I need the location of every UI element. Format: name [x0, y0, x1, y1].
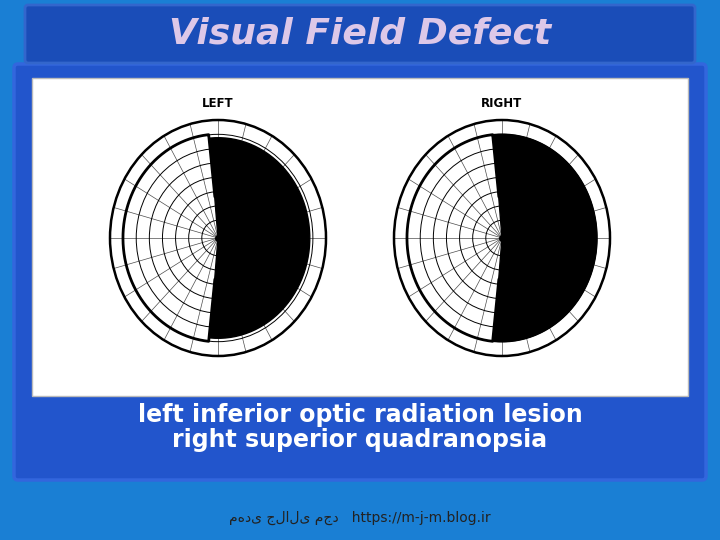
Text: Visual Field Defect: Visual Field Defect	[169, 17, 551, 51]
Text: LEFT: LEFT	[202, 97, 234, 110]
Text: right superior quadranopsia: right superior quadranopsia	[172, 428, 548, 452]
Text: left inferior optic radiation lesion: left inferior optic radiation lesion	[138, 403, 582, 427]
Polygon shape	[210, 138, 310, 338]
Text: مهدی جلالی مجد   https://m-j-m.blog.ir: مهدی جلالی مجد https://m-j-m.blog.ir	[229, 511, 491, 525]
FancyBboxPatch shape	[25, 5, 695, 63]
FancyBboxPatch shape	[14, 64, 706, 480]
Text: RIGHT: RIGHT	[482, 97, 523, 110]
Polygon shape	[494, 134, 597, 342]
Ellipse shape	[389, 115, 615, 361]
Ellipse shape	[105, 115, 331, 361]
FancyBboxPatch shape	[32, 78, 688, 396]
